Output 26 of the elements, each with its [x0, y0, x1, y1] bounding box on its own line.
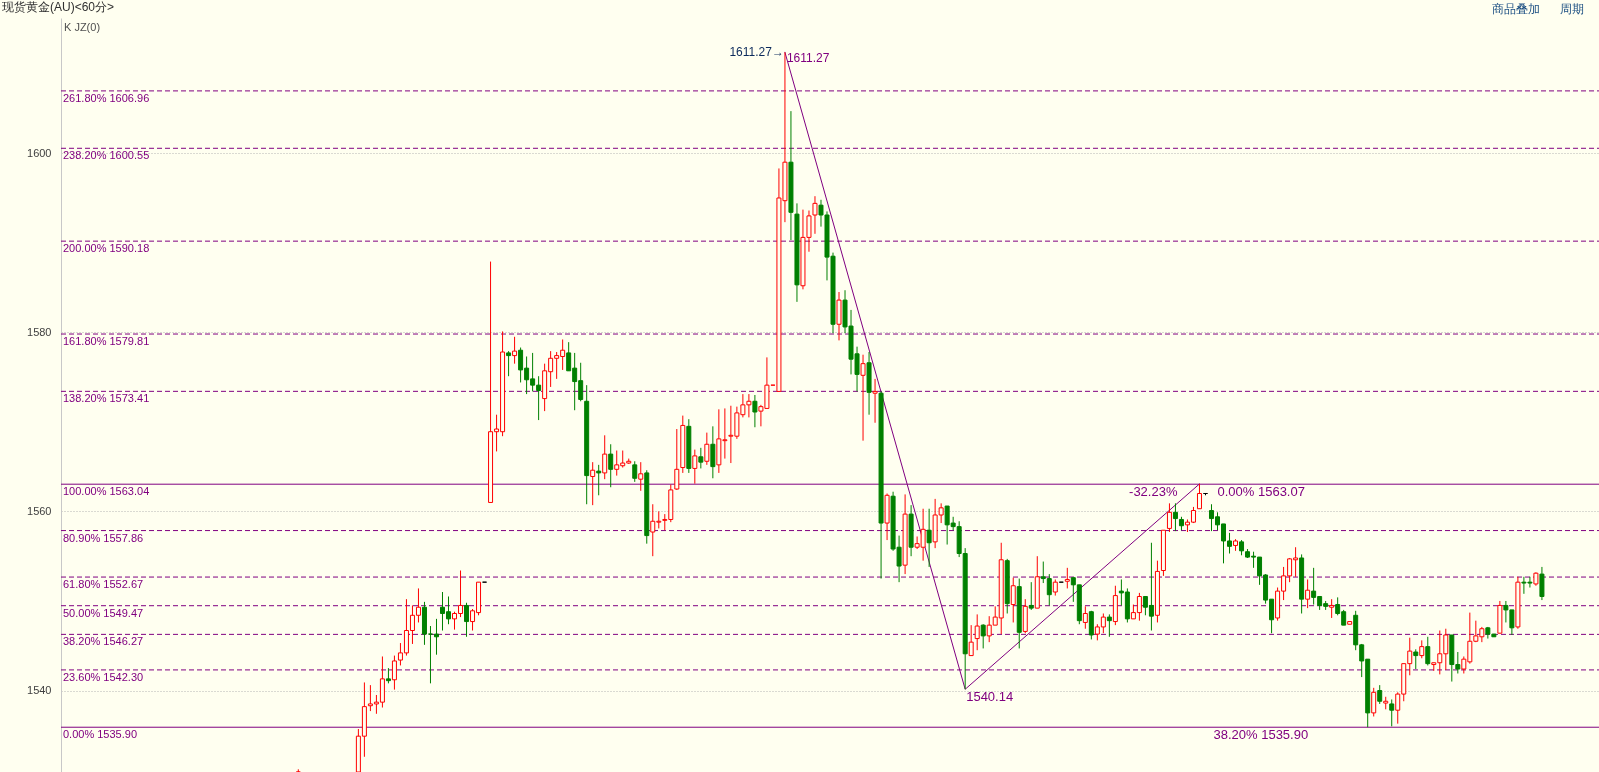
text: 商品叠加: [1492, 2, 1540, 16]
ref-line-label: 238.20% 1600.55: [63, 149, 150, 162]
annotation: -32.23%: [1129, 483, 1178, 499]
ref-line-label: 200.00% 1590.18: [63, 242, 150, 255]
y-tick-label: 1580: [27, 325, 52, 338]
ref-line-label: 261.80% 1606.96: [63, 91, 150, 104]
annotation: K JZ(0): [64, 21, 101, 33]
ref-line-label: 80.90% 1557.86: [63, 531, 144, 544]
ref-line-label: 38.20% 1546.27: [63, 635, 144, 648]
annotation: 1540.14: [966, 689, 1014, 705]
annotation: 1611.27→: [729, 45, 784, 60]
ref-line-label: 100.00% 1563.04: [63, 485, 150, 498]
y-tick-label: 1560: [27, 504, 52, 517]
ref-line-label: 0.00% 1535.90: [63, 728, 138, 741]
annotation: 0.00% 1563.07: [1217, 483, 1305, 499]
ref-line-label: 23.60% 1542.30: [63, 670, 144, 683]
ref-line-label: 50.00% 1549.47: [63, 606, 144, 619]
chart-title: 现货黄金(AU)<60分>: [2, 0, 115, 14]
ref-line-label: 138.20% 1573.41: [63, 392, 150, 405]
ref-line-label: 61.80% 1552.67: [63, 578, 144, 591]
y-tick-label: 1600: [27, 146, 52, 159]
y-tick-label: 1540: [27, 684, 52, 697]
annotation: 38.20% 1535.90: [1213, 727, 1309, 743]
text: 周期: [1560, 2, 1584, 16]
ref-line-label: 161.80% 1579.81: [63, 335, 150, 348]
annotation: 1611.27: [786, 51, 830, 66]
